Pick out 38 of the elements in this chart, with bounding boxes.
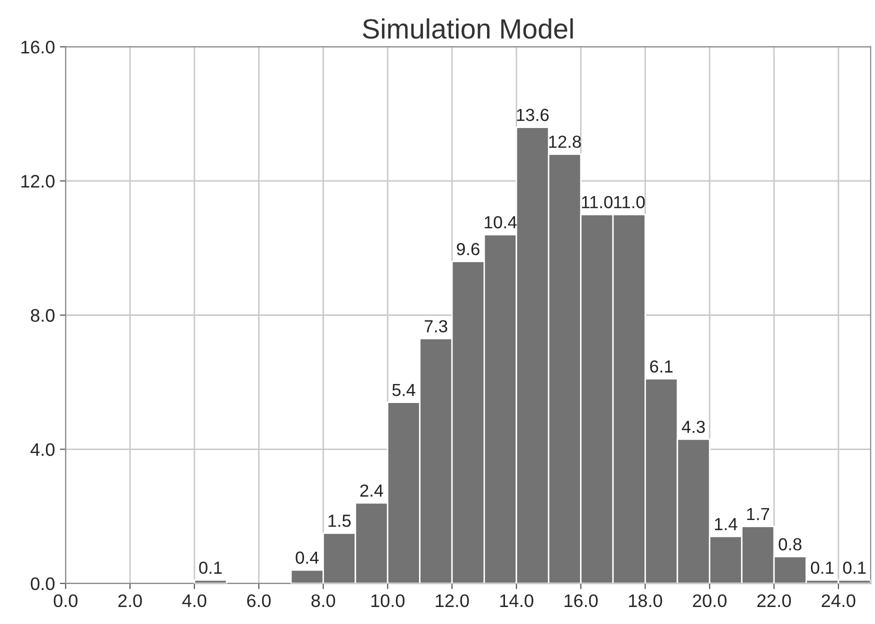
x-tick-label: 6.0 (247, 594, 271, 608)
x-tick-label: 2.0 (118, 594, 142, 608)
x-tick-label: 0.0 (54, 594, 78, 608)
x-tick-label: 20.0 (692, 594, 726, 608)
data-label: 5.4 (392, 384, 416, 396)
x-tick-label: 8.0 (311, 594, 336, 608)
data-label: 1.5 (328, 514, 351, 527)
data-label: 2.4 (360, 484, 384, 497)
x-tick-label: 14.0 (500, 594, 534, 608)
x-tick-label: 12.0 (436, 594, 469, 608)
data-label: 12.8 (549, 136, 581, 148)
data-label: 0.1 (843, 562, 866, 574)
x-tick-label: 16.0 (564, 594, 598, 608)
data-label: 0.1 (199, 562, 222, 574)
x-tick-label: 22.0 (757, 594, 791, 608)
chart-title: Simulation Model (362, 18, 573, 39)
data-label: 0.8 (778, 538, 802, 550)
data-label: 6.1 (650, 360, 673, 373)
data-label: 10.4 (484, 216, 517, 228)
data-label: 0.1 (810, 562, 834, 574)
data-label: 9.6 (456, 242, 480, 256)
data-label: 11.0 (614, 196, 645, 208)
data-label: 4.3 (682, 420, 705, 434)
data-label: 11.0 (582, 196, 612, 208)
x-tick-label: 24.0 (822, 594, 856, 608)
y-tick-label: 12.0 (21, 174, 55, 188)
y-tick-label: 0.0 (30, 577, 55, 590)
data-label: 1.7 (747, 508, 770, 520)
x-tick-label: 18.0 (629, 594, 662, 608)
x-tick-label: 10.0 (371, 594, 404, 608)
y-tick-label: 16.0 (21, 40, 55, 54)
y-tick-label: 8.0 (30, 309, 55, 322)
data-label: 1.4 (714, 518, 738, 530)
data-label: 13.6 (516, 108, 549, 122)
data-label: 0.4 (296, 552, 319, 564)
y-tick-label: 4.0 (30, 443, 55, 456)
x-tick-label: 4.0 (182, 594, 206, 608)
data-label: 7.3 (424, 320, 448, 332)
